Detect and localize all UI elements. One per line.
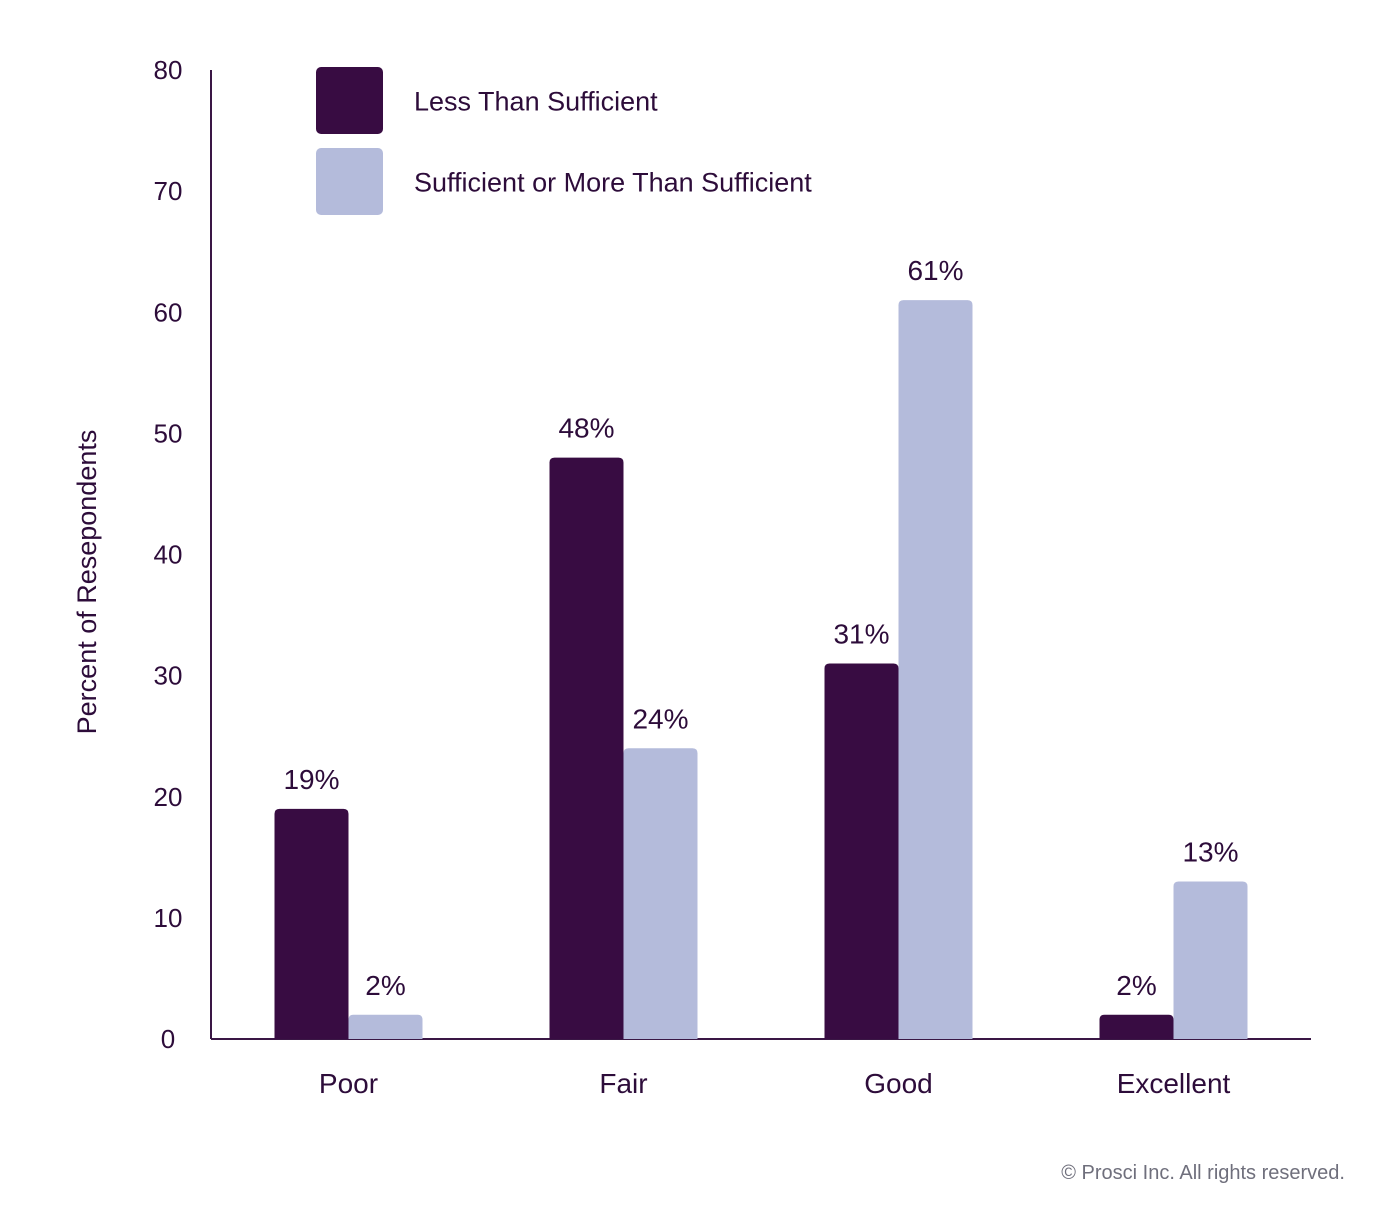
bar (348, 1014, 423, 1039)
bar-value-label: 48% (558, 413, 614, 444)
bar (1099, 1014, 1174, 1039)
bar (898, 300, 973, 1039)
y-tick-label: 40 (154, 540, 183, 570)
bar-value-label: 19% (283, 764, 339, 795)
x-category-label: Excellent (1117, 1068, 1231, 1099)
y-axis-title: Percent of Resepondents (72, 430, 102, 735)
copyright-notice: © Prosci Inc. All rights reserved. (1061, 1162, 1345, 1184)
y-tick-label: 60 (154, 297, 183, 327)
bar (623, 748, 698, 1039)
bar (274, 808, 349, 1039)
legend-swatch (316, 148, 383, 215)
bar (549, 457, 624, 1040)
bar-value-label: 2% (1116, 970, 1156, 1001)
bar (824, 663, 899, 1039)
legend-label: Less Than Sufficient (414, 87, 658, 117)
legend-label: Sufficient or More Than Sufficient (414, 168, 812, 198)
x-category-label: Poor (319, 1068, 378, 1099)
bar (1173, 881, 1248, 1039)
y-tick-label: 20 (154, 782, 183, 812)
bar-value-label: 24% (632, 703, 688, 734)
x-category-label: Fair (599, 1068, 647, 1099)
y-tick-label: 80 (154, 55, 183, 85)
y-tick-label: 50 (154, 418, 183, 448)
y-tick-label: 70 (154, 176, 183, 206)
x-category-label: Good (864, 1068, 933, 1099)
bar-value-label: 61% (907, 255, 963, 286)
bar-value-label: 13% (1182, 837, 1238, 868)
legend-swatch (316, 67, 383, 134)
bar-value-label: 31% (833, 619, 889, 650)
y-tick-label: 10 (154, 903, 183, 933)
y-tick-label: 30 (154, 661, 183, 691)
bar-value-label: 2% (365, 970, 405, 1001)
y-tick-label: 0 (161, 1024, 175, 1054)
